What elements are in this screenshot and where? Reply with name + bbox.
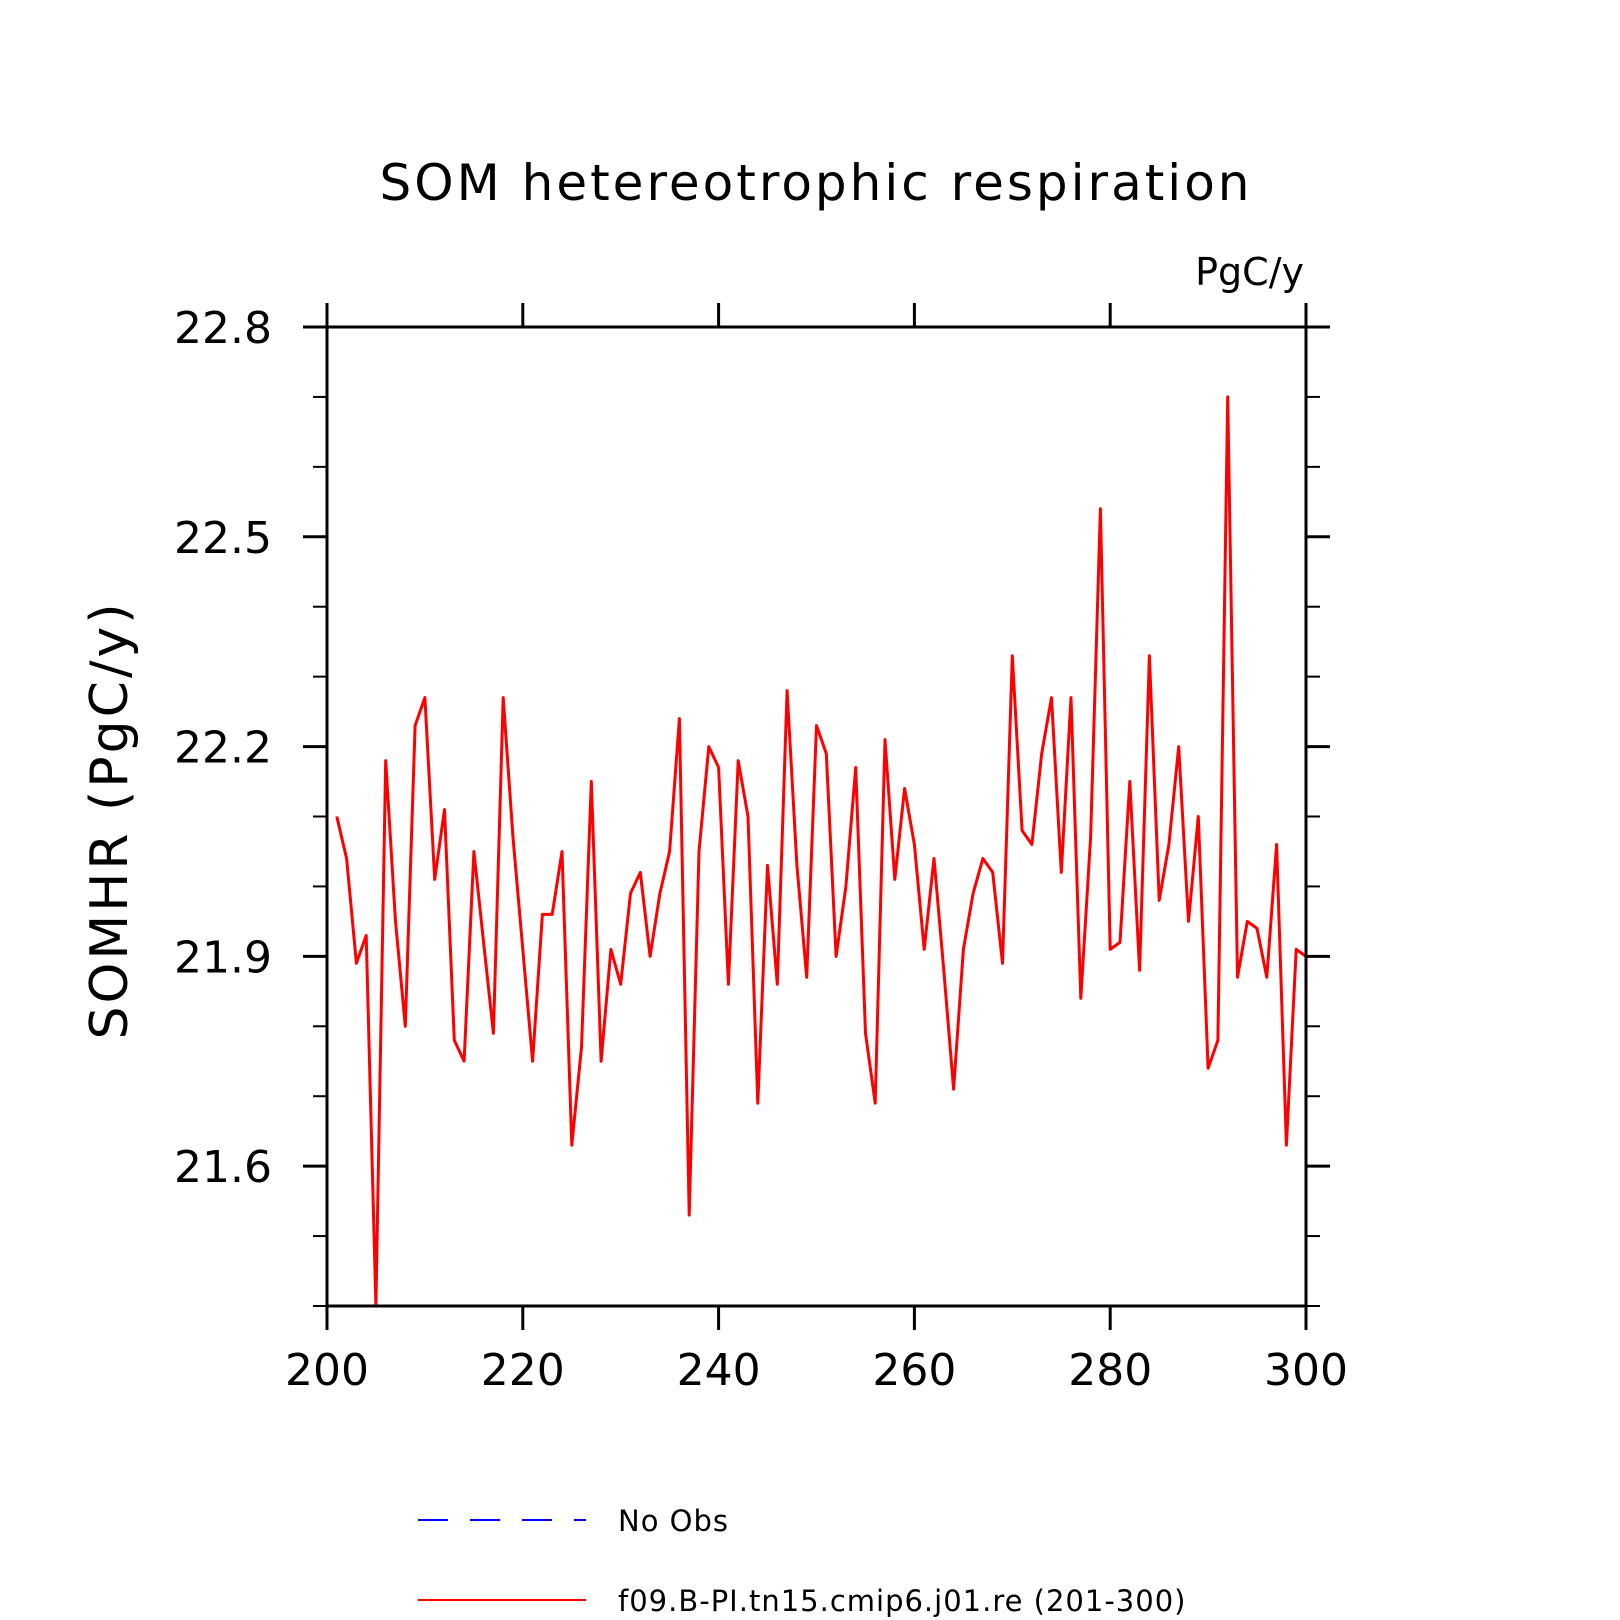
plot-series: [335, 395, 1307, 1308]
legend-label-no-obs: No Obs: [618, 1504, 729, 1538]
x-tick-label-200: 200: [285, 1345, 369, 1396]
legend: No Obs f09.B-PI.tn15.cmip6.j01.re (201-3…: [418, 1504, 1186, 1618]
x-tick-label-260: 260: [872, 1345, 956, 1396]
x-tick-label-220: 220: [481, 1345, 565, 1396]
x-tick-label-300: 300: [1264, 1345, 1348, 1396]
y-axis-label: SOMHR (PgC/y): [80, 600, 140, 1039]
y-tick-label-22.2: 22.2: [174, 723, 272, 774]
y-tick-label-22.8: 22.8: [174, 303, 272, 354]
x-tick-label-280: 280: [1068, 1345, 1152, 1396]
series-line-1: [335, 395, 1307, 1308]
legend-label-model-run: f09.B-PI.tn15.cmip6.j01.re (201-300): [618, 1584, 1186, 1618]
axis-ticks: [303, 303, 1330, 1330]
plot-frame: [325, 325, 1308, 1308]
y-tick-label-22.5: 22.5: [174, 513, 272, 564]
axis-tick-labels: 200 220 240 260 280 300 21.6 21.9 22.2 22.5 22.8: [174, 303, 1348, 1396]
x-tick-label-240: 240: [677, 1345, 761, 1396]
chart-title: SOM hetereotrophic respiration: [380, 154, 1253, 212]
y-tick-label-21.9: 21.9: [174, 932, 272, 983]
units-label: PgC/y: [1195, 250, 1304, 294]
y-tick-label-21.6: 21.6: [174, 1142, 272, 1193]
